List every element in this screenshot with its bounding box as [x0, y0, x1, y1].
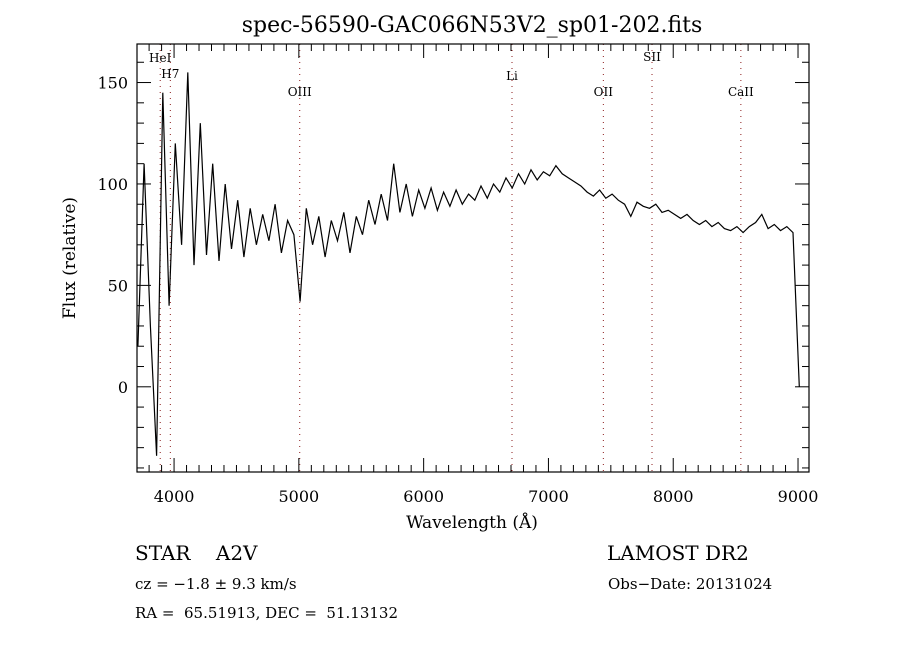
line-marker-label: H7	[161, 67, 179, 81]
y-tick-label: 100	[97, 175, 128, 194]
line-marker-label: CaII	[728, 85, 754, 99]
line-marker-label: OIII	[288, 85, 312, 99]
x-axis-label: Wavelength (Å)	[406, 512, 538, 533]
obs-date: Obs−Date: 20131024	[608, 575, 773, 593]
x-tick-label: 4000	[154, 487, 195, 506]
line-marker-label: SII	[643, 50, 661, 64]
x-tick-label: 9000	[778, 487, 819, 506]
spectrum-line	[137, 72, 800, 456]
line-marker-label: HeI	[149, 51, 172, 65]
y-tick-label: 50	[108, 276, 128, 295]
line-marker-label: Li	[506, 69, 518, 83]
spectrum-chart: spec-56590-GAC066N53V2_sp01-202.fits Flu…	[60, 13, 818, 533]
object-class: STAR A2V	[135, 541, 258, 565]
y-tick-label: 0	[118, 378, 128, 397]
tick-labels: 4000 5000 6000 7000 8000 9000 0 50 100 150	[97, 74, 818, 506]
survey-name: LAMOST DR2	[607, 541, 749, 565]
line-marker-label: OII	[594, 85, 614, 99]
chart-title: spec-56590-GAC066N53V2_sp01-202.fits	[242, 13, 703, 38]
x-tick-label: 5000	[278, 487, 319, 506]
redshift-cz: cz = −1.8 ± 9.3 km/s	[135, 575, 297, 593]
axis-ticks	[137, 44, 809, 472]
plot-frame	[136, 43, 810, 473]
y-axis-label: Flux (relative)	[60, 197, 80, 319]
y-tick-label: 150	[97, 74, 128, 93]
x-tick-label: 6000	[403, 487, 444, 506]
coordinates: RA = 65.51913, DEC = 51.13132	[135, 604, 399, 622]
x-tick-label: 7000	[528, 487, 569, 506]
x-tick-label: 8000	[653, 487, 694, 506]
line-markers: HeI H7 OIII Li OII SII CaII	[149, 44, 754, 472]
